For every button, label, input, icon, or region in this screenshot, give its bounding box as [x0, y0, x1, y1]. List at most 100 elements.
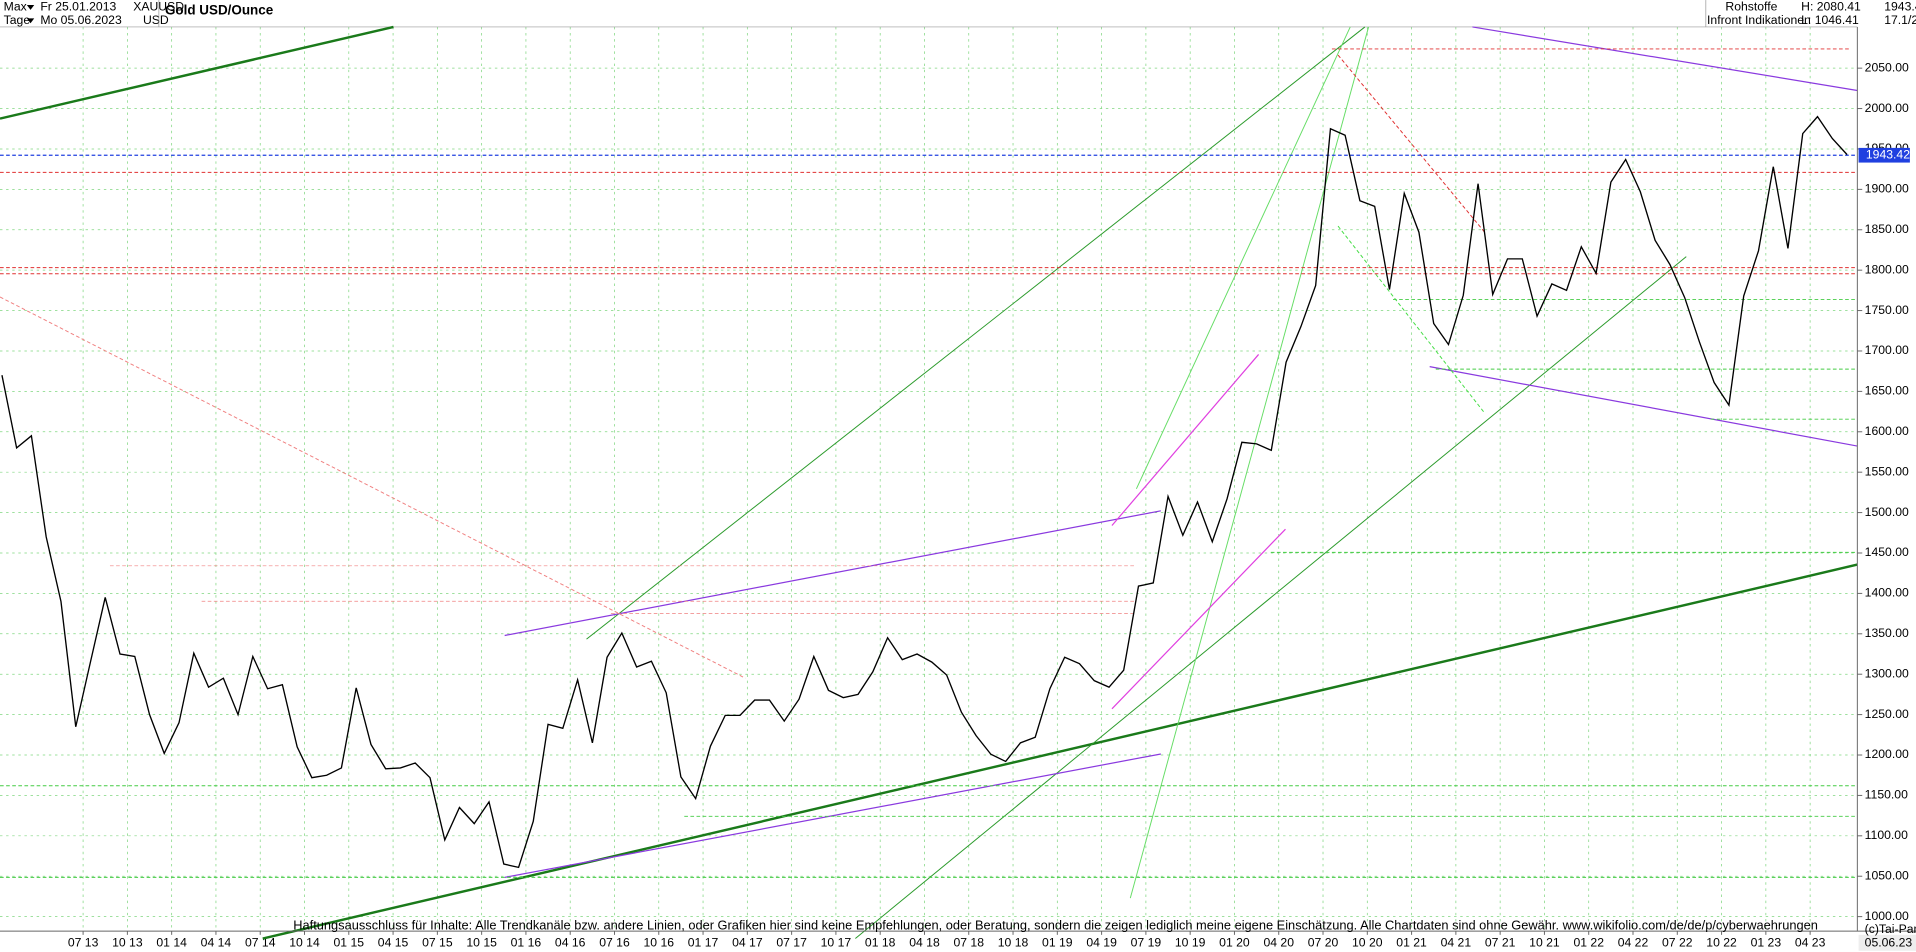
y-tick-label: 1150.00: [1865, 788, 1908, 802]
x-tick-label: 01 16: [511, 936, 542, 950]
x-tick-label: 07 21: [1485, 936, 1516, 950]
y-tick-label: 1200.00: [1865, 747, 1909, 761]
trend-line: [504, 753, 1161, 879]
x-tick-label: 10 22: [1706, 936, 1737, 950]
trend-line: [1429, 366, 1858, 447]
x-cursor-label: 05.06.23: [1865, 936, 1913, 950]
disclaimer: Haftungsausschluss für Inhalte: Alle Tre…: [293, 918, 1818, 933]
x-tick-label: 04 15: [378, 936, 409, 950]
cursor-label-box: [1858, 934, 1916, 951]
x-tick-label: 10 21: [1529, 936, 1560, 950]
trend-line: [262, 563, 1858, 940]
x-tick-label: 07 15: [422, 936, 453, 950]
x-tick-label: 07 18: [953, 936, 984, 950]
y-tick-label: 1550.00: [1865, 464, 1909, 478]
title: Gold USD/Ounce: [165, 3, 274, 18]
x-tick-label: 10 18: [998, 936, 1029, 950]
currency: USD: [143, 13, 169, 27]
info: 17.1/284.1: [1884, 13, 1916, 27]
x-tick-label: 10 17: [821, 936, 852, 950]
annotations: [0, 25, 1858, 940]
x-tick-label: 01 18: [865, 936, 896, 950]
x-tick-label: 01 20: [1219, 936, 1250, 950]
interval[interactable]: Tage: [4, 13, 31, 27]
y-tick-label: 1250.00: [1865, 707, 1909, 721]
y-tick-label: 1450.00: [1865, 545, 1909, 559]
x-tick-label: 01 19: [1042, 936, 1073, 950]
x-tick-label: 04 21: [1441, 936, 1472, 950]
y-tick-label: 1850.00: [1865, 222, 1909, 236]
range[interactable]: Max: [4, 0, 27, 14]
x-tick-label: 01 22: [1573, 936, 1604, 950]
y-tick-label: 1700.00: [1865, 343, 1909, 357]
x-tick-label: 10 13: [112, 936, 143, 950]
x-tick-label: 07 17: [776, 936, 807, 950]
grid-layer: 1000.00 1050.00 1100.00 1150.00 1200.00 1250.…: [0, 26, 1909, 950]
x-tick-label: 07 22: [1662, 936, 1693, 950]
last: 1943.42: [1884, 0, 1916, 14]
x-tick-label: 04 14: [201, 936, 232, 950]
y-tick-label: 1650.00: [1865, 384, 1909, 398]
y-tick-label: 2000.00: [1865, 101, 1909, 115]
x-tick-label: 07 16: [599, 936, 630, 950]
y-tick-label: 1500.00: [1865, 505, 1909, 519]
x-tick-label: 07 19: [1131, 936, 1162, 950]
data-layer: [1, 115, 1848, 869]
x-tick-label: 10 14: [289, 936, 320, 950]
trend-line: [1337, 225, 1486, 414]
x-tick-label: 10 16: [643, 936, 674, 950]
x-tick-label: 01 23: [1751, 936, 1782, 950]
y-tick-label: 1600.00: [1865, 424, 1909, 438]
trend-line: [1111, 528, 1286, 710]
x-tick-label: 04 17: [732, 936, 763, 950]
interval-arrow[interactable]: [26, 18, 35, 24]
x-tick-label: 04 20: [1263, 936, 1294, 950]
x-tick-label: 07 13: [68, 936, 99, 950]
x-tick-label: 01 14: [156, 936, 187, 950]
high: H: 2080.41: [1801, 0, 1861, 14]
trend-line: [586, 26, 1366, 640]
price-label-box: [1858, 147, 1910, 163]
trend-line: [1337, 54, 1486, 233]
x-tick-label: 04 18: [909, 936, 940, 950]
x-tick-label: 01 17: [688, 936, 719, 950]
trend-line: [1472, 26, 1858, 92]
x-tick-label: 10 19: [1175, 936, 1206, 950]
trend-line: [504, 510, 1161, 637]
trend-line: [855, 256, 1687, 939]
x-tick-label: 04 22: [1618, 936, 1649, 950]
y-tick-label: 1800.00: [1865, 262, 1909, 276]
x-tick-label: 07 20: [1308, 936, 1339, 950]
price-line: [1, 115, 1848, 869]
y-tick-label: 1300.00: [1865, 666, 1909, 680]
trend-line: [1111, 354, 1260, 526]
y-tick-label: 1000.00: [1865, 909, 1909, 923]
x-tick-label: 04 23: [1795, 936, 1826, 950]
x-tick-label: 04 19: [1086, 936, 1117, 950]
y-tick-label: 2050.00: [1865, 60, 1909, 74]
range-arrow[interactable]: [26, 4, 35, 10]
end-date: Mo 05.06.2023: [40, 13, 122, 27]
x-tick-label: 10 20: [1352, 936, 1383, 950]
trend-line: [0, 296, 746, 679]
x-tick-label: 10 15: [466, 936, 497, 950]
x-tick-label: 01 21: [1396, 936, 1427, 950]
header-bar: [0, 0, 1916, 27]
low: L: 1046.41: [1801, 13, 1859, 27]
y-tick-label: 1400.00: [1865, 586, 1909, 600]
y-tick-label: 1750.00: [1865, 303, 1909, 317]
trend-line: [0, 25, 394, 120]
x-tick-label: 07 14: [245, 936, 276, 950]
source: Infront Indikationen: [1707, 13, 1811, 27]
start-date: Fr 25.01.2013: [40, 0, 116, 14]
x-tick-label: 01 15: [334, 936, 365, 950]
price-label: 1943.42: [1866, 147, 1910, 161]
x-tick-label: 04 16: [555, 936, 586, 950]
y-tick-label: 1350.00: [1865, 626, 1909, 640]
y-tick-label: 1100.00: [1865, 828, 1908, 842]
y-tick-label: 1050.00: [1865, 868, 1909, 882]
category: Rohstoffe: [1725, 0, 1777, 14]
y-tick-label: 1900.00: [1865, 182, 1909, 196]
